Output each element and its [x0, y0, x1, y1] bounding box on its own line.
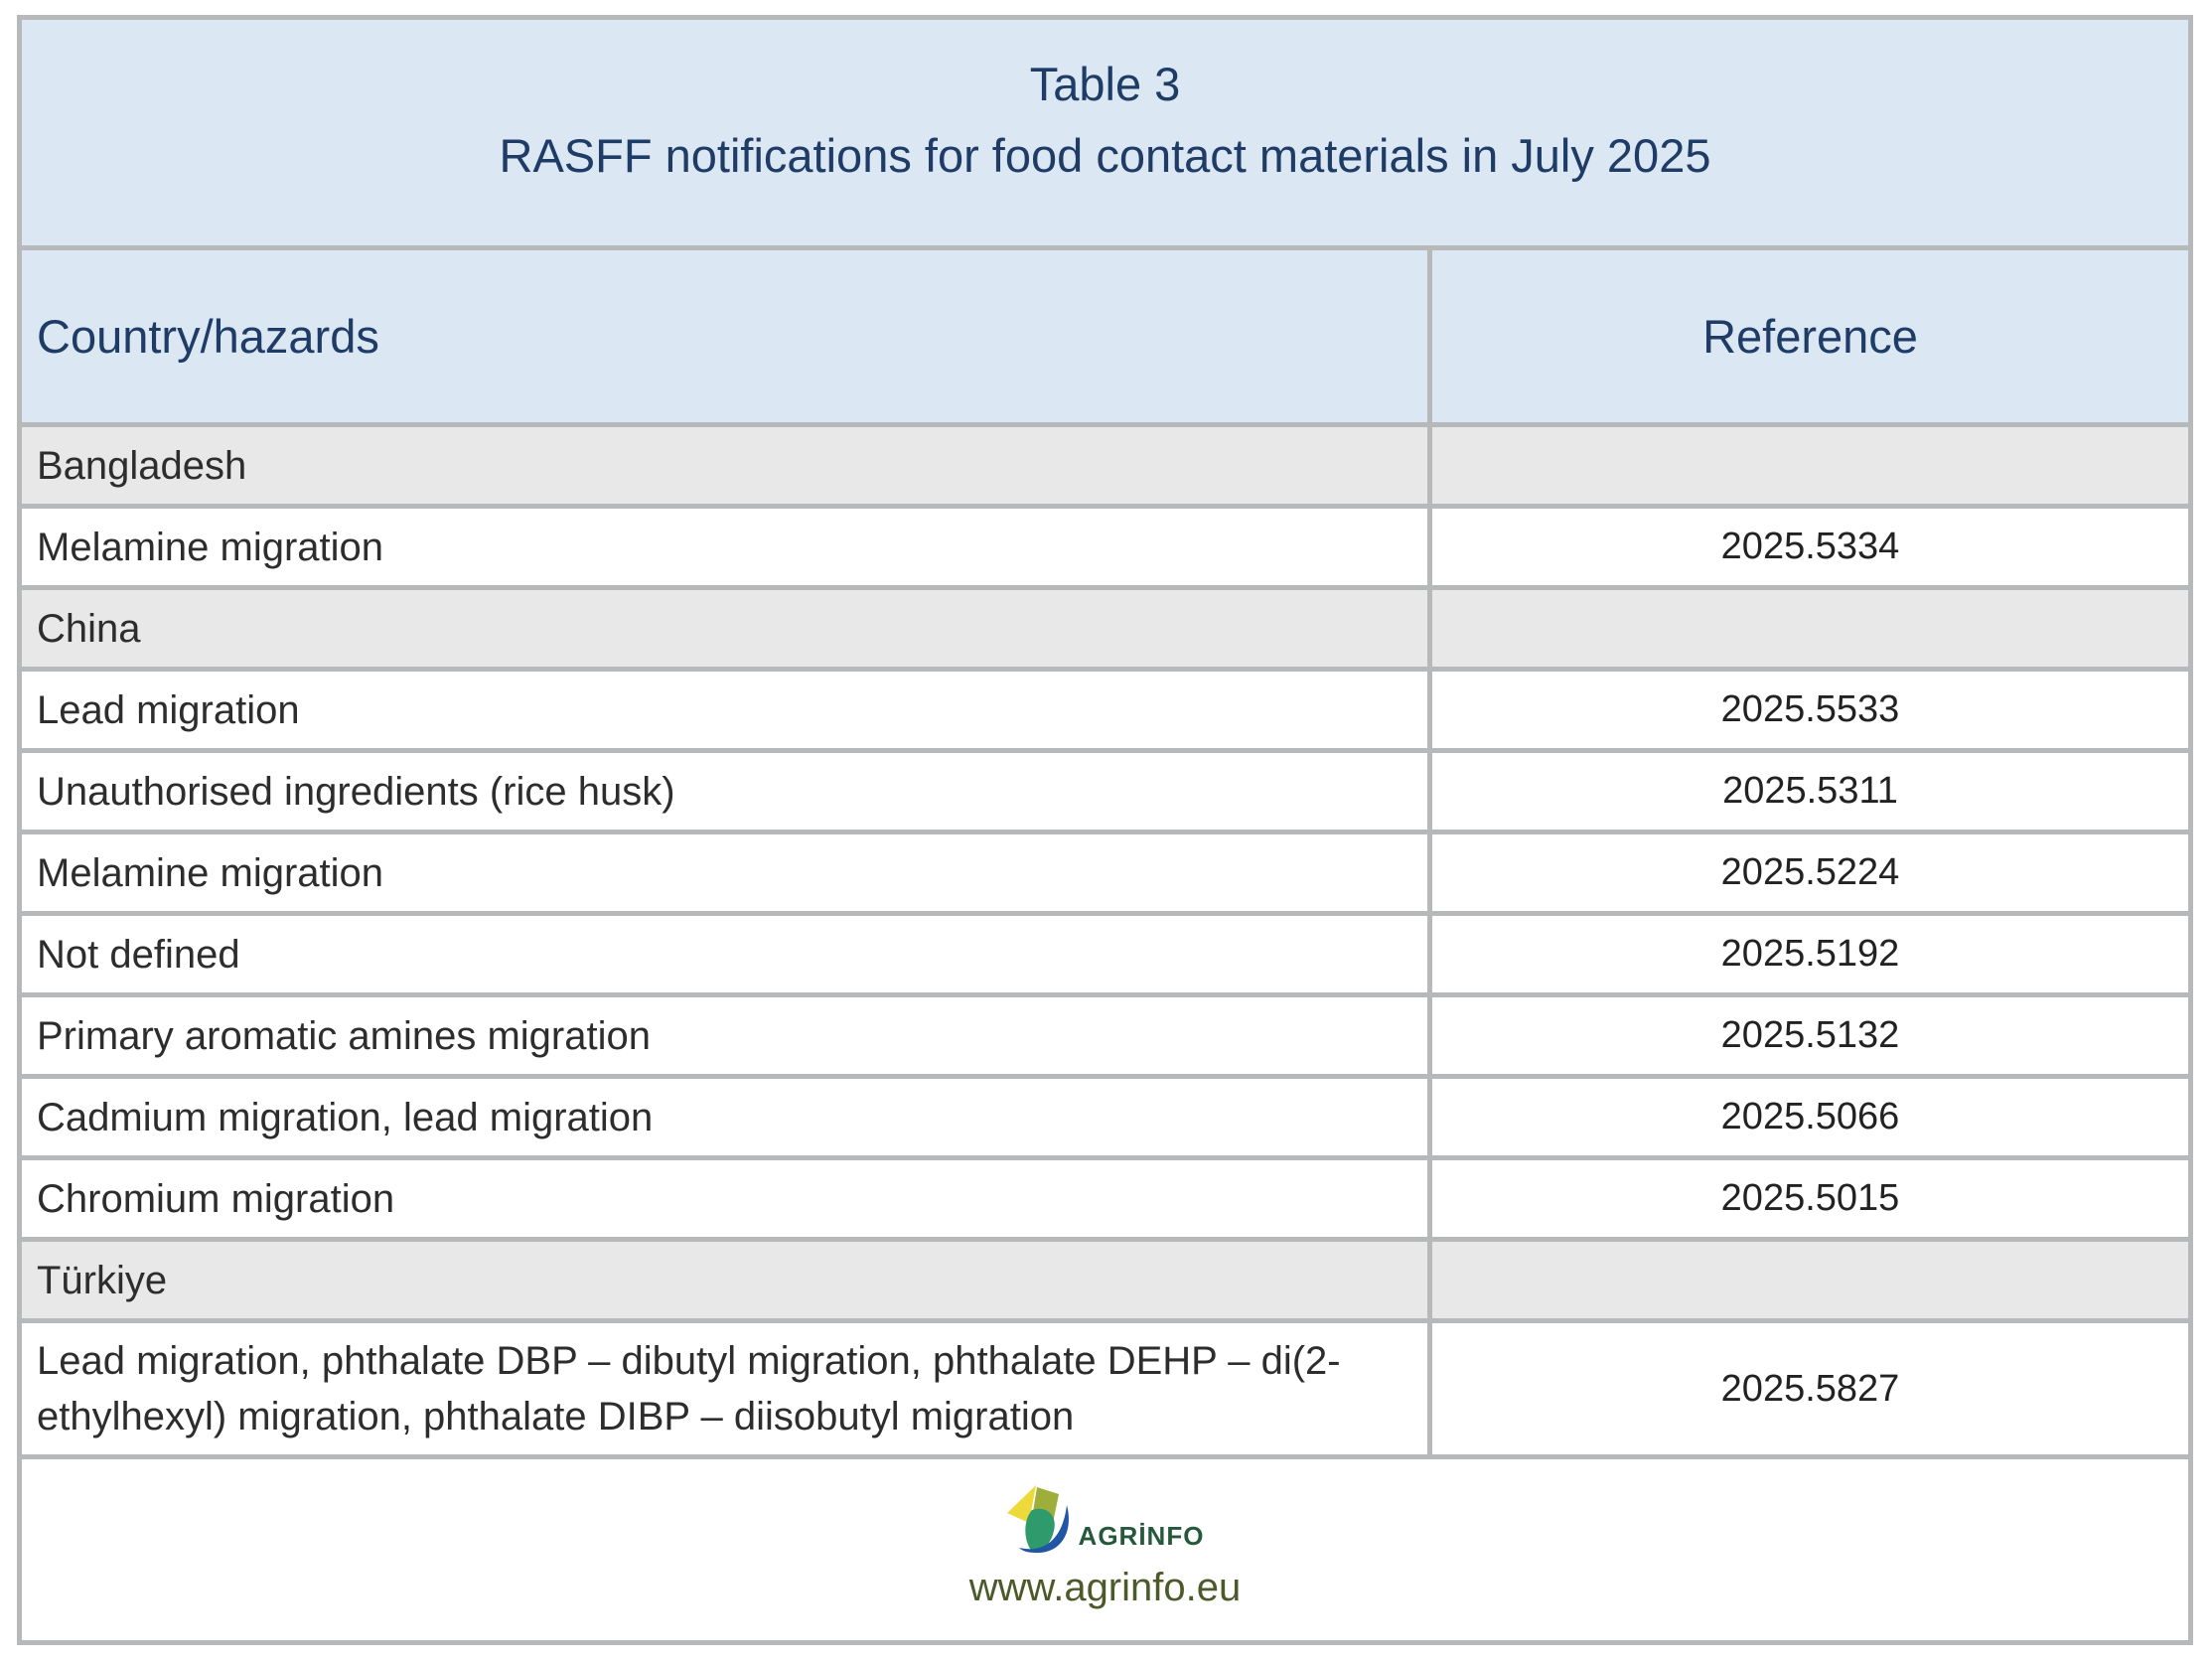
hazard-cell: Unauthorised ingredients (rice husk): [17, 748, 1432, 834]
reference-cell: 2025.5827: [1427, 1318, 2193, 1459]
hazard-cell: Lead migration: [17, 667, 1432, 753]
table-header-row: Country/hazards Reference: [17, 245, 2193, 427]
hazard-cell: Cadmium migration, lead migration: [17, 1074, 1432, 1160]
reference-cell: [1427, 1237, 2193, 1323]
hazard-cell: Lead migration, phthalate DBP – dibutyl …: [17, 1318, 1432, 1459]
hazard-row: Unauthorised ingredients (rice husk) 202…: [17, 748, 2193, 834]
reference-cell: 2025.5311: [1427, 748, 2193, 834]
column-header-reference: Reference: [1427, 245, 2193, 427]
agrinfo-logo: AGRİNFO: [1006, 1477, 1205, 1555]
hazard-cell: Melamine migration: [17, 504, 1432, 590]
hazard-row: Cadmium migration, lead migration 2025.5…: [17, 1074, 2193, 1160]
hazard-cell: Not defined: [17, 911, 1432, 997]
table-title-row: Table 3 RASFF notifications for food con…: [17, 15, 2193, 250]
hazard-cell: Melamine migration: [17, 830, 1432, 916]
country-row-china: China: [17, 585, 2193, 672]
country-cell: China: [17, 585, 1432, 672]
country-row-turkiye: Türkiye: [17, 1237, 2193, 1323]
hazard-row: Lead migration, phthalate DBP – dibutyl …: [17, 1318, 2193, 1459]
hazard-row: Chromium migration 2025.5015: [17, 1155, 2193, 1242]
table-footer-row: AGRİNFO www.agrinfo.eu: [17, 1454, 2193, 1645]
reference-cell: [1427, 585, 2193, 672]
column-header-country-hazards: Country/hazards: [17, 245, 1432, 427]
reference-cell: 2025.5224: [1427, 830, 2193, 916]
hazard-row: Melamine migration 2025.5334: [17, 504, 2193, 590]
website-link[interactable]: www.agrinfo.eu: [968, 1566, 1242, 1609]
table-title-line2: RASFF notifications for food contact mat…: [499, 128, 1711, 182]
reference-cell: 2025.5533: [1427, 667, 2193, 753]
table-title: Table 3 RASFF notifications for food con…: [17, 15, 2193, 250]
reference-cell: 2025.5066: [1427, 1074, 2193, 1160]
hazard-row: Lead migration 2025.5533: [17, 667, 2193, 753]
rasff-table: Table 3 RASFF notifications for food con…: [17, 15, 2193, 1645]
country-cell: Türkiye: [17, 1237, 1432, 1323]
rasff-table-container: Table 3 RASFF notifications for food con…: [17, 15, 2193, 1645]
reference-cell: 2025.5132: [1427, 992, 2193, 1079]
hazard-cell: Primary aromatic amines migration: [17, 992, 1432, 1079]
hazard-row: Not defined 2025.5192: [17, 911, 2193, 997]
hazard-row: Primary aromatic amines migration 2025.5…: [17, 992, 2193, 1079]
table-title-line1: Table 3: [1029, 57, 1181, 110]
country-row-bangladesh: Bangladesh: [17, 422, 2193, 509]
reference-cell: [1427, 422, 2193, 509]
country-cell: Bangladesh: [17, 422, 1432, 509]
reference-cell: 2025.5334: [1427, 504, 2193, 590]
hazard-row: Melamine migration 2025.5224: [17, 830, 2193, 916]
agrinfo-bird-icon: [1006, 1485, 1069, 1554]
reference-cell: 2025.5015: [1427, 1155, 2193, 1242]
agrinfo-logo-text: AGRİNFO: [1078, 1521, 1205, 1551]
footer-cell: AGRİNFO www.agrinfo.eu: [17, 1454, 2193, 1645]
hazard-cell: Chromium migration: [17, 1155, 1432, 1242]
reference-cell: 2025.5192: [1427, 911, 2193, 997]
